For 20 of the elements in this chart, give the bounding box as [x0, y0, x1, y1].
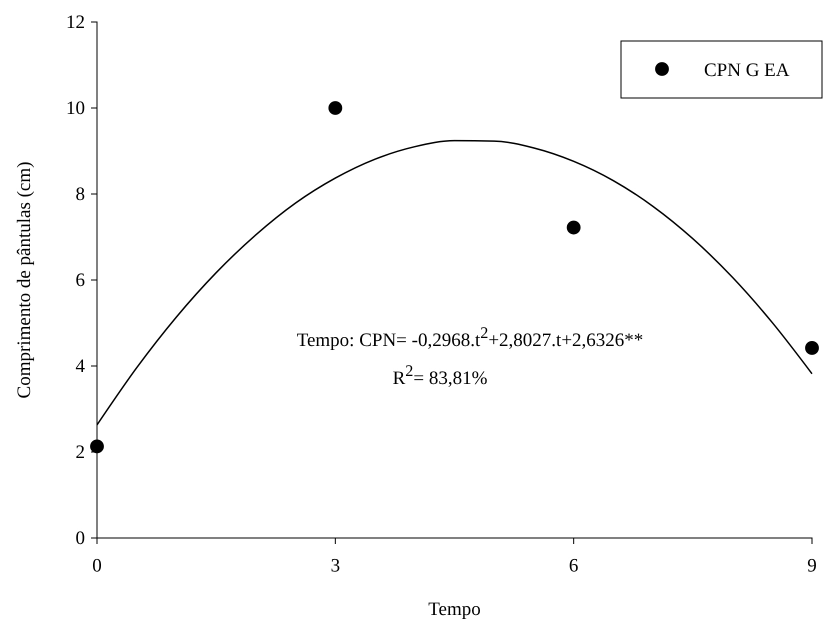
x-axis-title: Tempo [428, 599, 481, 620]
point [328, 101, 342, 115]
point [566, 220, 581, 234]
y-tick-label: 2 [76, 442, 85, 464]
x-tick-label: 9 [807, 555, 817, 576]
annotation: Tempo: CPN= -0,2968.t$^{2}$+2,8027.t+2,6326** [296, 324, 644, 351]
y-axis-title: Comprimento de pântulas (cm) [14, 162, 35, 398]
x-tick-label: 3 [330, 555, 340, 576]
y-tick-label: 8 [76, 184, 85, 206]
x-tick-label: 6 [568, 555, 578, 576]
annotation: R$^{2}$= 83,81% [392, 362, 488, 389]
legend-label: CPN G EA [704, 60, 790, 81]
y-tick-label: 4 [76, 356, 86, 378]
y-tick-label: 10 [66, 98, 85, 120]
x-tick-label: 0 [92, 555, 102, 576]
y-tick-label: 6 [76, 270, 85, 292]
y-tick-label: 0 [76, 528, 85, 550]
y-tick-label: 12 [66, 12, 85, 34]
point [90, 440, 104, 454]
point [805, 341, 819, 355]
